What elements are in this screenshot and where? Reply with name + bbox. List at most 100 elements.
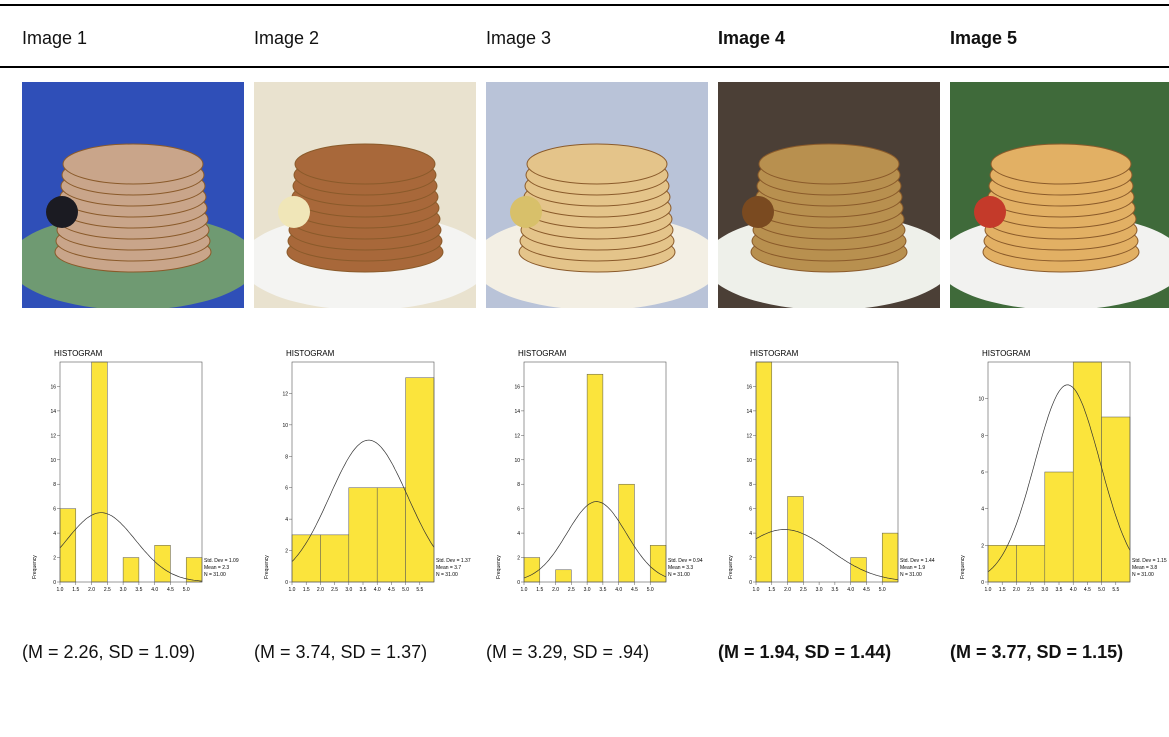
y-tick-label: 6 xyxy=(53,507,56,513)
histogram: HISTOGRAM Frequency 0 2 4 6 8 10 12 14 16 1.0 1.5 2.0… xyxy=(32,349,239,593)
y-tick-label: 12 xyxy=(282,391,288,397)
x-tick-label: 3.5 xyxy=(1056,587,1063,593)
x-tick-label: 5.0 xyxy=(879,587,886,593)
x-tick-label: 4.0 xyxy=(374,587,381,593)
x-tick-label: 4.0 xyxy=(847,587,854,593)
x-tick-label: 4.5 xyxy=(863,587,870,593)
y-tick-label: 2 xyxy=(285,549,288,555)
bar xyxy=(881,532,899,583)
y-tick-label: 0 xyxy=(53,580,56,586)
column-header: Image 5 xyxy=(950,28,1018,48)
stat-label: N = 31.00 xyxy=(900,572,922,578)
y-tick-label: 6 xyxy=(517,507,520,513)
header-rule xyxy=(0,66,1169,68)
y-tick-label: 4 xyxy=(53,531,56,537)
histogram-title: HISTOGRAM xyxy=(982,349,1031,358)
stat-label: Std. Dev = 0.94 xyxy=(668,558,703,564)
y-tick-label: 6 xyxy=(749,507,752,513)
column: Image 5 HISTOGRAM Frequency 0 2 4 6 8 10 1.0 1.5 2.… xyxy=(950,0,1169,737)
stat-label: Mean = 1.9 xyxy=(900,565,925,571)
x-tick-label: 1.0 xyxy=(753,587,760,593)
garnish xyxy=(742,196,774,228)
x-tick-label: 2.5 xyxy=(331,587,338,593)
y-tick-label: 2 xyxy=(749,556,752,562)
plot-frame xyxy=(59,361,203,583)
bar xyxy=(987,545,1017,583)
photo xyxy=(718,82,940,308)
y-tick-label: 0 xyxy=(285,580,288,586)
x-tick-label: 4.0 xyxy=(1070,587,1077,593)
garnish xyxy=(46,196,78,228)
y-tick-label: 12 xyxy=(746,433,752,439)
histogram: HISTOGRAM Frequency 0 2 4 6 8 10 12 1.0 1.5 2.0 2.5 3… xyxy=(264,349,471,593)
y-tick-label: 16 xyxy=(514,384,520,390)
bar xyxy=(122,557,140,583)
column-header: Image 4 xyxy=(718,28,786,48)
histogram: HISTOGRAM Frequency 0 2 4 6 8 10 12 14 16 1.0 1.5 2.0… xyxy=(496,349,703,593)
y-tick-label: 2 xyxy=(517,556,520,562)
y-tick-label: 8 xyxy=(53,482,56,488)
normal-curve xyxy=(523,501,667,579)
y-tick-label: 8 xyxy=(749,482,752,488)
y-axis-label: Frequency xyxy=(960,555,966,579)
caption: (M = 3.77, SD = 1.15) xyxy=(950,642,1124,662)
column-header: Image 2 xyxy=(254,28,320,48)
garnish xyxy=(974,196,1006,228)
x-tick-label: 3.5 xyxy=(599,587,606,593)
photo xyxy=(486,82,708,308)
bar xyxy=(1016,545,1046,583)
pancake xyxy=(62,143,204,185)
x-tick-label: 4.5 xyxy=(631,587,638,593)
histogram-title: HISTOGRAM xyxy=(518,349,567,358)
bar xyxy=(523,557,541,583)
stat-label: Std. Dev = 1.44 xyxy=(900,558,935,564)
bar xyxy=(1044,471,1074,583)
x-tick-label: 4.5 xyxy=(167,587,174,593)
stat-label: Mean = 3.8 xyxy=(1132,565,1157,571)
stat-label: Mean = 2.3 xyxy=(204,565,229,571)
bar xyxy=(91,361,108,583)
x-tick-label: 2.5 xyxy=(1027,587,1034,593)
x-tick-label: 5.0 xyxy=(183,587,190,593)
y-tick-label: 12 xyxy=(50,433,56,439)
column: Image 4 HISTOGRAM Frequency 0 2 4 6 8 10 12 14 16 1.… xyxy=(718,0,944,737)
y-tick-label: 14 xyxy=(50,409,56,415)
x-tick-label: 5.5 xyxy=(416,587,423,593)
x-tick-label: 5.5 xyxy=(1112,587,1119,593)
y-tick-label: 4 xyxy=(285,517,288,523)
stat-label: N = 31.00 xyxy=(204,572,226,578)
x-tick-label: 3.0 xyxy=(1041,587,1048,593)
x-tick-label: 4.0 xyxy=(615,587,622,593)
bar xyxy=(291,534,321,583)
column-header: Image 3 xyxy=(486,28,552,48)
y-tick-label: 0 xyxy=(517,580,520,586)
y-tick-label: 14 xyxy=(746,409,752,415)
bar xyxy=(586,373,604,583)
x-tick-label: 1.0 xyxy=(289,587,296,593)
x-tick-label: 2.5 xyxy=(104,587,111,593)
y-tick-label: 10 xyxy=(50,458,56,464)
stat-label: Mean = 3.7 xyxy=(436,565,461,571)
bar xyxy=(320,534,350,583)
x-tick-label: 1.5 xyxy=(768,587,775,593)
bar xyxy=(555,569,572,583)
x-tick-label: 5.0 xyxy=(1098,587,1105,593)
y-tick-label: 0 xyxy=(981,580,984,586)
x-tick-label: 4.5 xyxy=(388,587,395,593)
caption: (M = 2.26, SD = 1.09) xyxy=(22,642,196,662)
stat-label: Std. Dev = 1.09 xyxy=(204,558,239,564)
bar xyxy=(376,487,406,583)
y-tick-label: 2 xyxy=(981,543,984,549)
x-tick-label: 1.5 xyxy=(999,587,1006,593)
y-tick-label: 16 xyxy=(746,384,752,390)
y-tick-label: 12 xyxy=(514,433,520,439)
y-tick-label: 10 xyxy=(746,458,752,464)
y-tick-label: 8 xyxy=(981,433,984,439)
x-tick-label: 1.0 xyxy=(521,587,528,593)
histogram-title: HISTOGRAM xyxy=(54,349,103,358)
caption: (M = 1.94, SD = 1.44) xyxy=(718,642,892,662)
plot-frame xyxy=(755,361,899,583)
histogram-title: HISTOGRAM xyxy=(750,349,799,358)
y-tick-label: 10 xyxy=(514,458,520,464)
